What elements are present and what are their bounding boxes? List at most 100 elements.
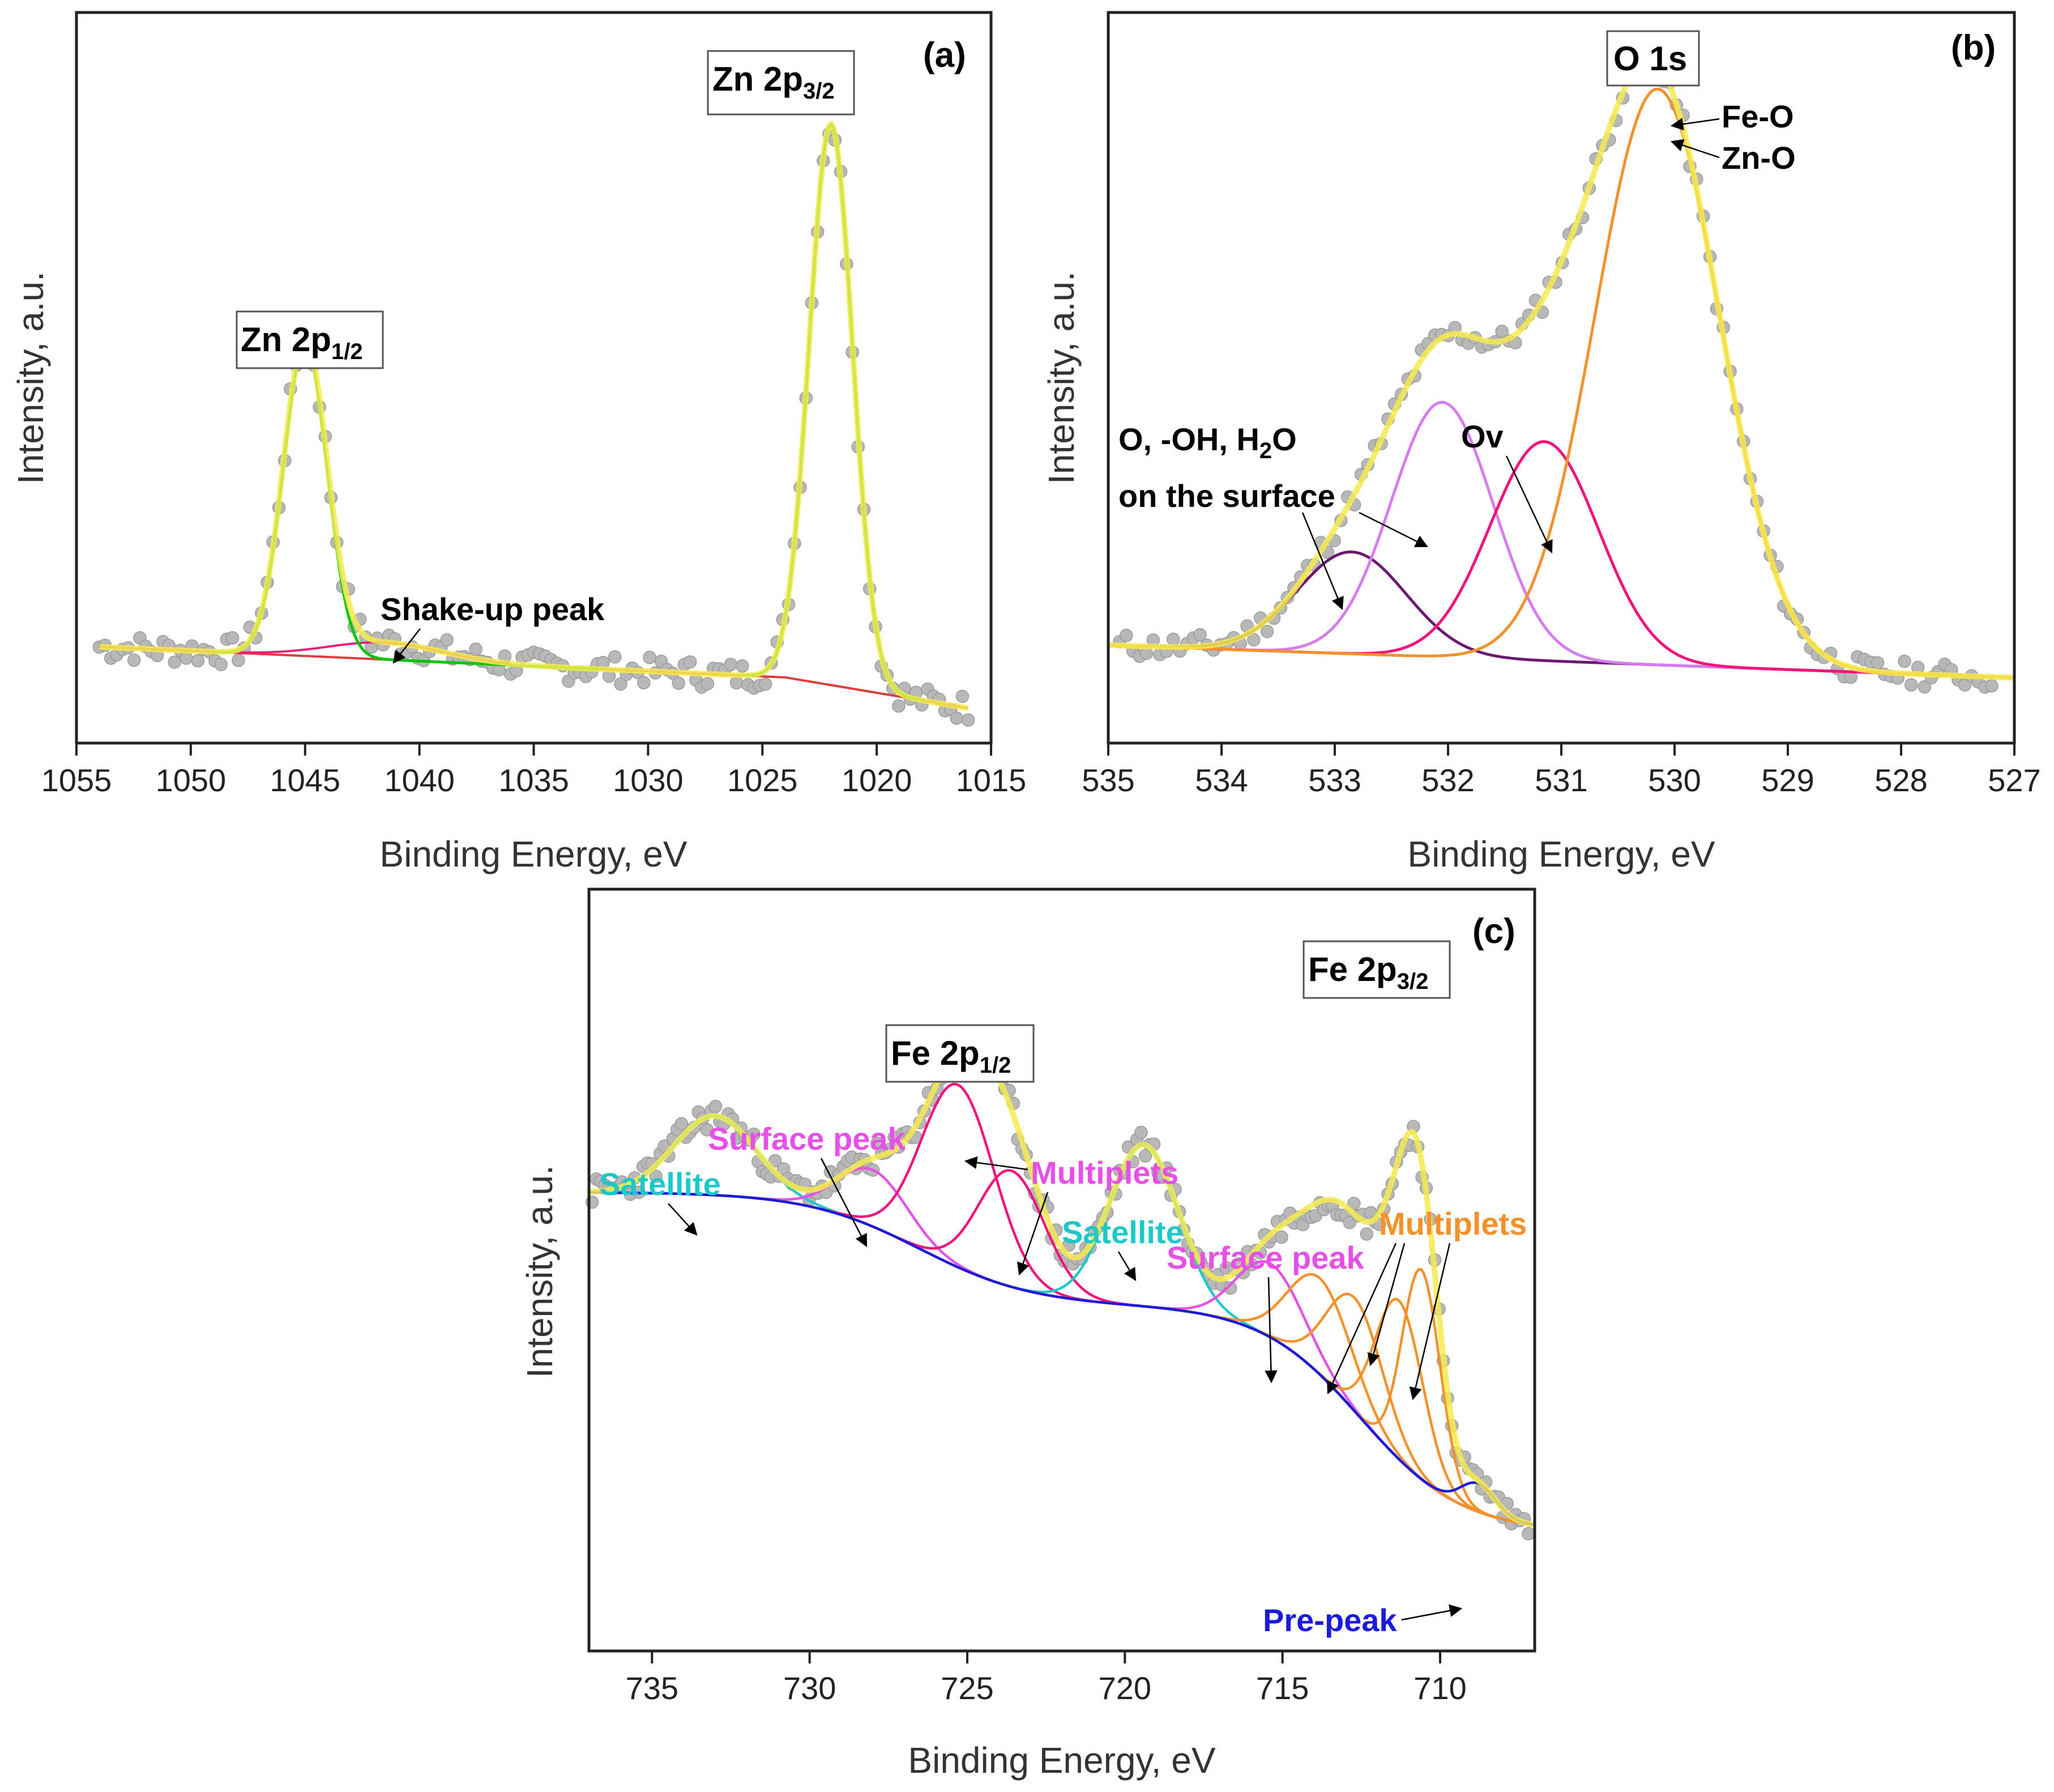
- multiplets-arrow-2c: [1409, 1243, 1451, 1401]
- panel-b-experimental-point: [1898, 654, 1911, 668]
- panel-c-experimental-point: [1275, 1230, 1288, 1244]
- zn-o-label: Zn-O: [1722, 140, 1796, 176]
- panel-b-x-tick-label-7: 528: [1874, 762, 1927, 798]
- panel-b-curves: [1108, 48, 2015, 694]
- surface-peak-label-2: Surface peak: [1167, 1240, 1364, 1275]
- panel-c-experimental-point: [1224, 1281, 1237, 1295]
- fe-o-arrow: [1670, 117, 1720, 131]
- surface-peak-arrow-2: [1265, 1277, 1278, 1384]
- panel-a-experimental-point: [643, 651, 656, 664]
- panel-b-experimental-point: [1120, 629, 1133, 642]
- panel-a: 1055 1050 1045 1040 1035 1030 1025 1020 1015 Bin…: [10, 11, 1027, 874]
- zn-2p12-label: Zn 2p1/2: [241, 321, 363, 364]
- satellite-label-2: Satellite: [1062, 1214, 1184, 1250]
- panel-b-x-tick-label-3: 532: [1421, 762, 1474, 798]
- panel-c-frame: [587, 888, 1536, 1653]
- panel-b-x-tick-label-5: 530: [1648, 762, 1701, 798]
- panel-b-y-label: Intensity, a.u.: [1041, 271, 1082, 484]
- panel-c-y-label: Intensity, a.u.: [519, 1165, 560, 1378]
- panel-b-x-tick-label-8: 527: [1988, 762, 2040, 798]
- panel-a-experimental-point: [892, 699, 906, 713]
- panel-c-x-tick-label-5: 710: [1414, 1670, 1466, 1706]
- ov-arrow: [1505, 455, 1553, 554]
- panel-c-experimental-point: [1134, 1125, 1148, 1140]
- panel-a-x-ticks: 1055 1050 1045 1040 1035 1030 1025 1020 1015: [41, 743, 1027, 798]
- panel-a-tag: (a): [923, 36, 966, 75]
- panel-a-experimental-point: [683, 655, 697, 669]
- o1s-label-box: [1606, 30, 1700, 87]
- panel-a-zn-2p32-line: [739, 122, 923, 702]
- fe-2p32-label: Fe 2p3/2: [1308, 950, 1428, 994]
- panel-c-experimental-point: [708, 1099, 723, 1113]
- multiplets-label-1: Multiplets: [1031, 1155, 1178, 1191]
- panel-a-x-tick-label-3: 1040: [384, 762, 455, 798]
- panel-b-experimental-point: [1167, 632, 1180, 646]
- panel-b-experimental-point: [1260, 625, 1274, 638]
- panel-c-experimental-point: [768, 1154, 782, 1168]
- panel-a-experimental-point: [955, 689, 970, 703]
- multiplets-arrow-1b: [1017, 1192, 1049, 1276]
- panel-a-x-tick-label-8: 1015: [956, 762, 1027, 798]
- panel-a-experimental-point: [672, 676, 685, 690]
- panel-a-x-tick-label-7: 1020: [842, 762, 912, 798]
- zn-2p32-label-box: [707, 50, 855, 116]
- panel-c-x-tick-label-0: 735: [626, 1670, 678, 1706]
- o1s-label: O 1s: [1613, 40, 1687, 78]
- panel-a-experimental-point: [608, 650, 622, 664]
- shake-up-label: Shake-up peak: [381, 591, 605, 627]
- panel-c-experimental-point: [674, 1117, 689, 1131]
- multiplets-label-2: Multiplets: [1379, 1206, 1527, 1241]
- panel-b-x-tick-label-1: 534: [1195, 762, 1248, 798]
- panel-c-envelope-line: [588, 1043, 1535, 1528]
- panel-a-experimental-point: [191, 654, 205, 668]
- panel-a-x-tick-label-1: 1050: [156, 762, 227, 798]
- surface-o-label: O, -OH, H2O: [1118, 421, 1297, 463]
- panel-b-experimental-point: [1871, 656, 1885, 670]
- panel-a-x-tick-label-4: 1035: [498, 762, 569, 798]
- panel-c-x-tick-label-4: 715: [1256, 1670, 1309, 1706]
- panel-c-experimental-point: [649, 1170, 663, 1183]
- panel-b-x-tick-label-2: 533: [1308, 762, 1361, 798]
- panel-a-x-tick-label-6: 1025: [727, 762, 798, 798]
- multiplets-arrow-2b: [1367, 1243, 1406, 1367]
- panel-a-experimental-point: [735, 659, 749, 673]
- panel-c-tag: (c): [1472, 912, 1515, 951]
- surface-o-arrow-2: [1359, 511, 1429, 548]
- panel-a-x-tick-label-2: 1045: [270, 762, 340, 798]
- panel-a-experimental-point: [758, 677, 772, 691]
- panel-a-experimental-point: [701, 677, 715, 690]
- panel-a-x-tick-label-0: 1055: [41, 762, 112, 798]
- panel-a-y-label: Intensity, a.u.: [10, 271, 51, 484]
- zn-o-arrow: [1670, 139, 1720, 159]
- multiplets-arrow-2a: [1327, 1243, 1397, 1395]
- panel-a-experimental-point: [729, 676, 744, 690]
- shake-up-arrow: [392, 628, 421, 664]
- panel-b-component-3: [1108, 87, 2015, 680]
- panel-b-envelope-line: [1108, 57, 2015, 681]
- panel-a-envelope-line: [99, 120, 969, 711]
- panel-c-experimental-point: [747, 1127, 761, 1141]
- panel-b-x-tick-label-6: 529: [1761, 762, 1814, 798]
- panel-b-experimental-point: [1193, 628, 1207, 642]
- fe-o-label: Fe-O: [1722, 99, 1794, 134]
- surface-o-arrow-1: [1301, 512, 1344, 611]
- panel-a-experimental-point: [214, 658, 228, 672]
- panel-a-experimental-point: [440, 633, 454, 647]
- panel-b-experimental-point: [1247, 633, 1261, 647]
- panel-a-experimental-point: [469, 642, 482, 656]
- panel-c-x-tick-label-2: 725: [941, 1670, 993, 1706]
- satellite-label-1: Satellite: [599, 1166, 721, 1202]
- satellite-arrow-1: [668, 1203, 698, 1236]
- panel-a-experimental-point: [225, 631, 240, 645]
- panel-c-experimental-point: [1347, 1197, 1361, 1210]
- panel-b-experimental-point: [1918, 680, 1932, 694]
- panel-b-tag: (b): [1951, 28, 1996, 67]
- panel-b-x-ticks: 535 534 533 532 531 530 529 528 527: [1082, 743, 2041, 798]
- panel-a-experimental-point: [168, 655, 182, 669]
- panel-a-curves: [92, 120, 975, 727]
- panel-c-component-10: [589, 1191, 1535, 1526]
- panel-a-experimental-point: [961, 713, 975, 727]
- panel-a-experimental-point: [724, 658, 738, 671]
- panel-a-experimental-point: [232, 654, 245, 667]
- surface-o-label-line2: on the surface: [1118, 478, 1335, 514]
